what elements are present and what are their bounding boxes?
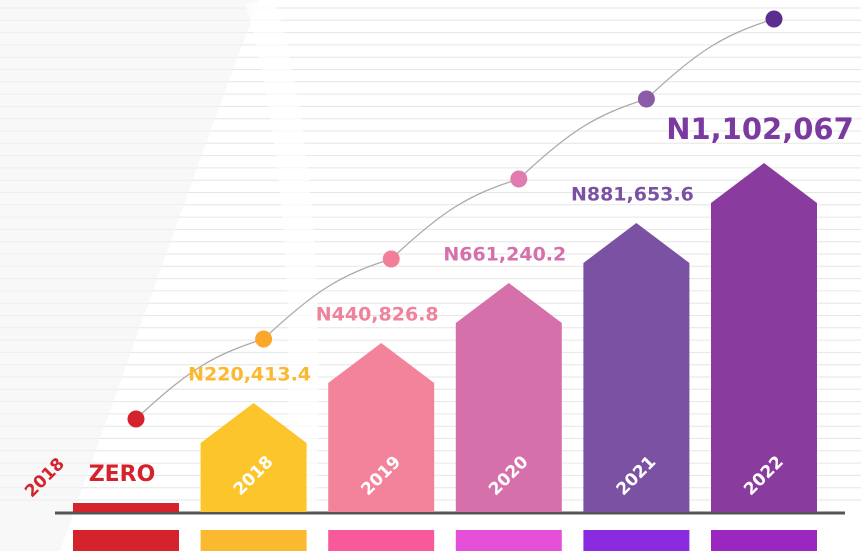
dot — [382, 250, 400, 268]
dot — [127, 410, 145, 428]
dot — [765, 10, 783, 28]
value-label: N220,413.4 — [188, 364, 311, 386]
dot — [255, 330, 273, 348]
bar — [455, 283, 562, 512]
bar — [711, 163, 817, 512]
dot — [510, 170, 528, 188]
dot — [637, 90, 655, 108]
color-strip — [583, 530, 690, 551]
background-shape — [0, 0, 260, 551]
bar — [73, 503, 179, 512]
bar — [328, 343, 435, 512]
color-strip — [328, 530, 435, 551]
color-strip — [73, 530, 179, 551]
value-label: N1,102,067 — [666, 112, 854, 146]
bar — [583, 223, 690, 512]
trend-curve — [135, 18, 775, 420]
color-strip — [200, 530, 307, 551]
value-label: N881,653.6 — [571, 184, 694, 206]
value-label: N661,240.2 — [443, 244, 566, 266]
color-strip — [711, 530, 817, 551]
value-label: N440,826.8 — [316, 304, 439, 326]
bar — [200, 403, 307, 512]
color-strip — [455, 530, 562, 551]
value-label: ZERO — [89, 462, 156, 487]
